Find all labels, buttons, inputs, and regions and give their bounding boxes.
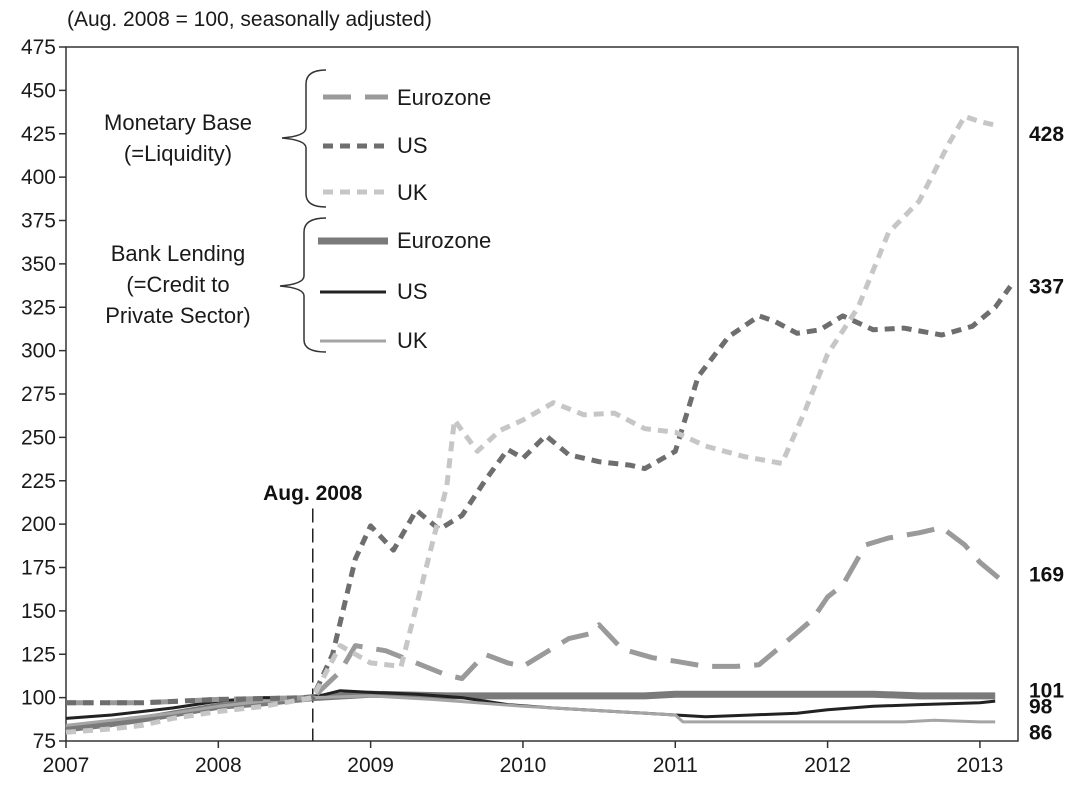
x-tick-label: 2012 xyxy=(804,754,851,777)
aug-2008-label: Aug. 2008 xyxy=(263,482,363,505)
series-line-monetary-base-eurozone xyxy=(66,525,1005,706)
y-tick-label: 450 xyxy=(21,79,56,102)
legend: Monetary Base (=Liquidity) Bank Lending … xyxy=(104,69,491,353)
y-tick-label: 75 xyxy=(33,730,56,753)
y-tick-label: 350 xyxy=(21,253,56,276)
plot-area-frame xyxy=(65,46,1019,742)
y-tick-label: 325 xyxy=(21,296,56,319)
y-tick-label: 375 xyxy=(21,210,56,233)
series-line-monetary-base-uk xyxy=(65,113,996,735)
y-tick-label: 150 xyxy=(21,600,56,623)
group-label-monetary-base-line1: Monetary Base xyxy=(104,110,252,135)
x-axis-ticks: 2007 2008 2009 2010 2011 2012 2013 xyxy=(43,741,1004,777)
group-label-bank-lending-line2: (=Credit to xyxy=(126,272,229,297)
y-tick-label: 250 xyxy=(21,426,56,449)
y-tick-label: 125 xyxy=(21,643,56,666)
y-tick-label: 425 xyxy=(21,123,56,146)
end-value-label: 101 xyxy=(1029,680,1064,703)
y-tick-label: 175 xyxy=(21,557,56,580)
chart-subtitle: (Aug. 2008 = 100, seasonally adjusted) xyxy=(67,8,432,31)
x-tick-label: 2007 xyxy=(43,754,90,777)
y-tick-label: 225 xyxy=(21,470,56,493)
y-axis-ticks: 75 100 125 150 175 200 225 250 275 300 325 350 375 40… xyxy=(21,36,66,753)
x-tick-label: 2013 xyxy=(957,754,1004,777)
group-label-bank-lending-line3: Private Sector) xyxy=(105,303,251,328)
end-value-label: 86 xyxy=(1029,721,1052,744)
y-tick-label: 100 xyxy=(21,687,56,710)
x-tick-label: 2010 xyxy=(500,754,547,777)
x-tick-label: 2009 xyxy=(347,754,394,777)
group-label-monetary-base-line2: (=Liquidity) xyxy=(124,141,232,166)
y-tick-label: 475 xyxy=(21,36,56,59)
legend-label-bl-uk: UK xyxy=(397,328,428,353)
legend-label-bl-eurozone: Eurozone xyxy=(397,228,491,253)
legend-label-mb-uk: UK xyxy=(397,180,428,205)
series-lines xyxy=(65,113,1013,735)
legend-label-mb-us: US xyxy=(397,133,428,158)
series-line-monetary-base-us xyxy=(66,284,1013,706)
legend-label-bl-us: US xyxy=(397,279,428,304)
y-tick-label: 200 xyxy=(21,513,56,536)
end-value-label: 428 xyxy=(1029,123,1064,146)
x-tick-label: 2008 xyxy=(195,754,242,777)
aug-2008-annotation: Aug. 2008 xyxy=(263,482,363,741)
y-tick-label: 275 xyxy=(21,383,56,406)
y-tick-label: 300 xyxy=(21,340,56,363)
group-label-bank-lending-line1: Bank Lending xyxy=(111,241,246,266)
x-tick-label: 2011 xyxy=(653,754,698,777)
end-value-label: 98 xyxy=(1029,695,1053,718)
series-line-bank-lending-uk xyxy=(65,694,996,727)
monetary-base-brace xyxy=(281,69,327,208)
bank-lending-brace xyxy=(279,217,327,353)
end-value-label: 169 xyxy=(1029,563,1064,586)
legend-label-mb-eurozone: Eurozone xyxy=(397,85,491,110)
end-value-label: 337 xyxy=(1029,275,1064,298)
y-tick-label: 400 xyxy=(21,166,56,189)
